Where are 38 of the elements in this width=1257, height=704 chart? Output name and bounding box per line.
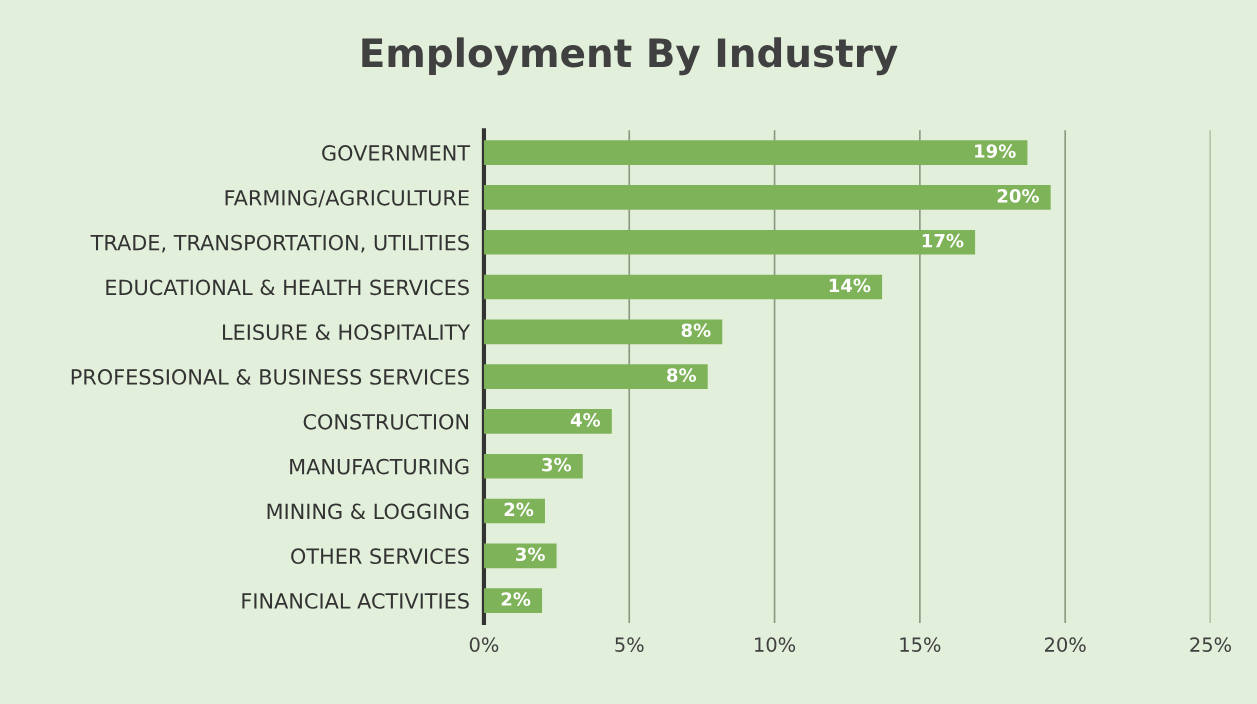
data-label: 20%: [997, 189, 1039, 203]
x-tick-label: 10%: [755, 637, 796, 652]
data-label: 19%: [975, 144, 1016, 158]
bar: [483, 229, 976, 255]
bar: [483, 588, 543, 613]
bar: [483, 319, 723, 345]
bar: [483, 140, 1028, 165]
bar: [483, 453, 583, 479]
chart-title: Employment By Industry: [362, 37, 898, 76]
y-tick-label: TRADE, TRANSPORTATION, UTILITIES: [90, 234, 469, 253]
y-tick-label: GOVERNMENT: [322, 145, 471, 161]
x-tick-label: 5%: [615, 637, 644, 652]
x-tick-label: 15%: [900, 637, 941, 652]
data-label: 8%: [667, 368, 697, 382]
data-label: 3%: [516, 547, 545, 562]
y-tick-label: OTHER SERVICES: [291, 548, 469, 565]
data-label: 3%: [542, 457, 572, 472]
data-label: 8%: [681, 323, 711, 338]
x-tick-label: 0%: [469, 637, 499, 652]
x-tick-label: 25%: [1190, 637, 1232, 652]
x-tick-label: 20%: [1045, 637, 1086, 652]
bar: [483, 274, 883, 300]
y-tick-label: EDUCATIONAL & HEALTH SERVICES: [106, 279, 469, 296]
data-label: 4%: [570, 413, 601, 427]
data-label: 14%: [829, 278, 871, 293]
y-tick-label: FINANCIAL ACTIVITIES: [242, 593, 469, 609]
y-tick-label: MANUFACTURING: [290, 458, 469, 475]
data-label: 17%: [922, 233, 964, 248]
y-tick-label: PROFESSIONAL & BUSINESS SERVICES: [71, 369, 469, 385]
y-tick-label: MINING & LOGGING: [267, 503, 469, 520]
data-label: 2%: [504, 502, 534, 517]
bar: [483, 185, 1051, 210]
bar: [483, 364, 708, 389]
data-label: 2%: [501, 592, 531, 606]
y-tick-label: FARMING/AGRICULTURE: [225, 189, 469, 208]
y-tick-label: LEISURE & HOSPITALITY: [223, 324, 471, 341]
y-tick-label: CONSTRUCTION: [303, 413, 468, 430]
bar: [483, 409, 612, 434]
